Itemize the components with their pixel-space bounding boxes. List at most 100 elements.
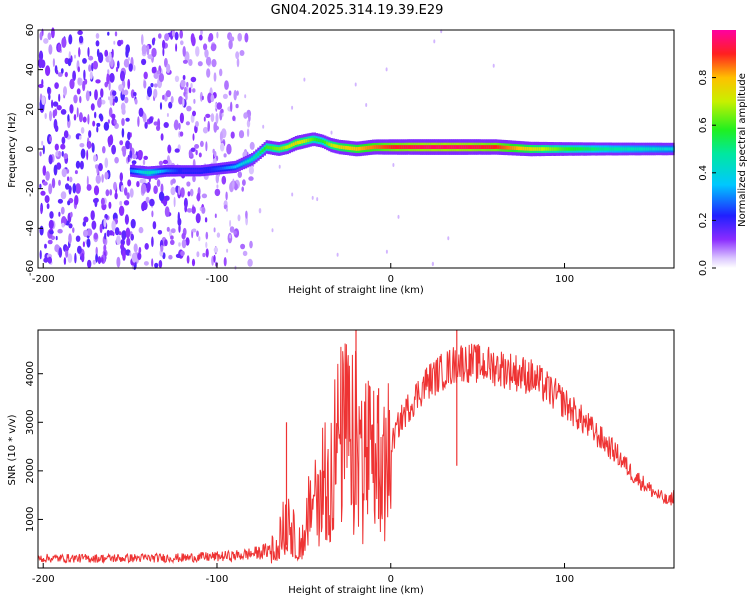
ridge-core [257,152,260,156]
spectrogram-x-axis-label: Height of straight line (km) [288,285,424,296]
ridge-core [253,156,256,160]
noise-speckle [121,230,127,241]
noise-speckle [291,192,294,197]
noise-speckle [69,104,74,114]
noise-speckle [236,57,240,68]
ridge-core [192,169,196,173]
noise-speckle [174,75,180,83]
noise-speckle [179,112,184,124]
noise-speckle [242,250,248,257]
ridge-core [367,145,371,150]
noise-speckle [336,252,339,257]
noise-speckle [159,102,163,110]
noise-speckle [65,183,70,190]
noise-speckle [158,191,165,202]
ridge-core [378,145,381,149]
ridge-core [169,169,173,173]
ridge-core [144,170,148,174]
ridge-core [638,147,642,151]
ridge-core [372,145,375,150]
noise-speckle [48,219,54,230]
snr-x-ticks: -200 -100 0 100 [32,563,574,585]
ridge-core [324,140,327,144]
ridge-core [490,145,494,149]
noise-speckle [54,82,59,89]
noise-speckle [73,94,78,104]
noise-speckle [205,141,208,152]
noise-speckle [164,195,170,201]
ridge-core [417,145,421,149]
ridge-core [659,147,663,151]
ridge-core [580,147,583,151]
noise-speckle [76,88,81,95]
noise-speckle [143,155,148,160]
noise-speckle [89,71,93,80]
noise-speckle [182,46,186,57]
noise-speckle [190,76,197,83]
noise-speckle [103,121,110,131]
ridge-core [507,145,510,150]
ridge-core [165,169,168,173]
noise-speckle [203,116,206,122]
noise-speckle [131,265,134,270]
noise-speckle [98,163,103,172]
noise-speckle [168,101,173,109]
ridge-core [194,169,198,173]
noise-speckle [184,86,187,93]
noise-speckle [78,112,83,123]
ridge-core [501,145,504,150]
noise-speckle [385,67,388,72]
noise-speckle [191,206,196,214]
ridge-core [240,162,243,166]
noise-speckle [170,235,174,240]
noise-speckle [278,164,281,169]
noise-speckle [122,250,126,261]
ridge-core [238,163,241,167]
noise-speckle [114,96,118,103]
noise-speckle [82,80,86,92]
ridge-core [201,169,204,173]
noise-speckle [100,99,106,105]
noise-speckle [141,58,147,66]
ridge-core [543,147,546,151]
noise-speckle [185,121,190,126]
ridge-core [605,147,608,151]
noise-speckle [105,189,110,197]
ridge-core [151,170,154,174]
y-tick-label: 2000 [25,458,36,483]
noise-speckle [164,33,170,41]
ridge-core [182,169,185,173]
ridge-core [246,159,250,163]
spectrogram-y-axis-label: Frequency (Hz) [7,112,18,188]
noise-speckle [101,257,104,263]
ridge-core [632,147,635,151]
noise-speckle [145,196,150,204]
noise-speckle [181,232,186,240]
ridge-core [476,145,479,149]
noise-speckle [47,32,52,40]
ridge-core [357,147,360,151]
ridge-core [226,166,229,170]
noise-speckle [58,247,63,258]
noise-speckle [91,142,94,149]
ridge-core [351,146,354,151]
ridge-core [565,147,569,151]
noise-speckle [111,48,114,59]
x-tick-label: 0 [388,274,394,285]
noise-speckle [74,54,76,59]
noise-speckle [180,40,184,46]
ridge-core [653,147,656,151]
ridge-core [557,147,560,151]
noise-speckle [113,119,117,125]
x-tick-label: -200 [32,274,55,285]
noise-speckle [133,243,138,253]
ridge-core [255,154,258,158]
noise-speckle [170,96,174,104]
noise-speckle [226,248,229,253]
noise-speckle [87,141,90,150]
noise-speckle [137,150,143,158]
noise-speckle [126,192,130,200]
noise-speckle [248,176,254,181]
noise-speckle [101,174,104,183]
noise-speckle [242,179,246,186]
